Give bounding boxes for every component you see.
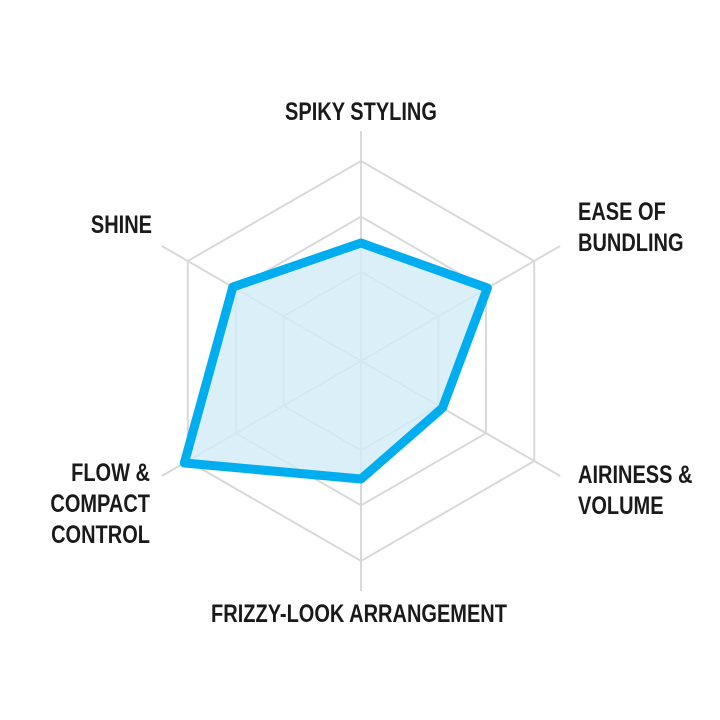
axis-label-line: VOLUME [578, 492, 664, 520]
data-polygon [179, 238, 492, 484]
axis-label-flow-compact-control: FLOW & COMPACT CONTROL [30, 458, 150, 551]
axis-label-line: AIRINESS & [578, 461, 693, 489]
axis-label-frizzy-look-arrangement: FRIZZY-LOOK ARRANGEMENT [199, 599, 519, 630]
axis-label-airiness-volume: AIRINESS & VOLUME [578, 460, 692, 522]
axis-label-spiky-styling: SPIKY STYLING [201, 97, 521, 128]
grid-ring [186, 159, 536, 563]
axis-label-line: BUNDLING [578, 229, 684, 257]
axis-label-line: FLOW & [71, 459, 150, 487]
axis-label-line: EASE OF [578, 198, 666, 226]
axis-label-shine: SHINE [30, 210, 152, 241]
axis-label-line: COMPACT [50, 490, 150, 518]
axis-label-line: CONTROL [51, 521, 150, 549]
axis-label-line: FRIZZY-LOOK ARRANGEMENT [211, 600, 507, 628]
axis-label-ease-of-bundling: EASE OF BUNDLING [578, 197, 684, 259]
axis-label-line: SPIKY STYLING [285, 98, 437, 126]
axis-label-line: SHINE [90, 211, 152, 239]
